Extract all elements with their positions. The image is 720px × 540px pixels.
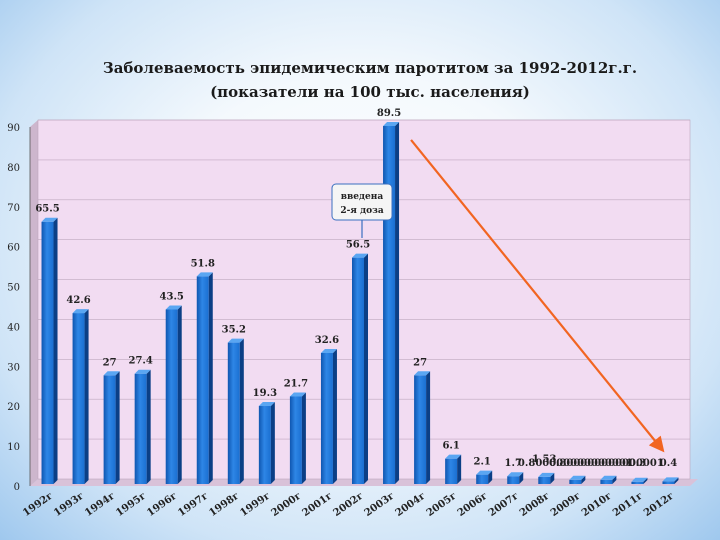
data-label: 0.4	[660, 458, 677, 469]
data-label: 2.1	[473, 457, 490, 468]
bar	[352, 253, 368, 484]
data-label: 43.5	[160, 291, 184, 302]
data-label: 35.2	[222, 325, 246, 336]
bar	[631, 477, 648, 484]
annotation-text-1: введена	[341, 192, 384, 202]
data-label: 56.5	[346, 240, 370, 251]
x-tick-label: 2008г	[518, 490, 552, 518]
bar	[383, 121, 400, 484]
trend-arrow	[410, 139, 665, 453]
data-label: 27	[413, 357, 427, 368]
x-tick-label: 2009г	[549, 490, 583, 518]
data-label: 65.5	[35, 204, 59, 215]
x-tick-label: 2006г	[456, 490, 490, 518]
data-label: 0.800000000000001	[518, 458, 633, 469]
chart-subtitle: (показатели на 100 тыс. населения)	[210, 83, 530, 101]
data-label: 27	[103, 357, 117, 368]
y-tick-label: 50	[7, 283, 20, 294]
bar	[600, 475, 617, 484]
bar	[227, 338, 244, 484]
bar	[445, 454, 462, 484]
annotation-callout: введена 2-я доза	[331, 183, 393, 238]
bar	[41, 217, 58, 484]
bar	[507, 472, 524, 484]
y-tick-label: 20	[7, 402, 20, 413]
bar	[165, 305, 182, 484]
y-axis-ticks: 0 10 20 30 40 50 60 70 80 90	[7, 123, 20, 493]
x-tick-label: 2007г	[487, 490, 521, 518]
x-tick-label: 1992г	[21, 490, 55, 518]
x-tick-label: 1998г	[207, 490, 241, 518]
y-tick-label: 90	[7, 123, 20, 134]
x-tick-label: 2004г	[394, 490, 428, 518]
data-label: 42.6	[66, 295, 90, 306]
x-tick-label: 1996г	[145, 490, 179, 518]
x-tick-label: 2000г	[269, 490, 303, 518]
y-tick-label: 70	[7, 203, 20, 214]
data-label: 32.6	[315, 335, 339, 346]
data-label: 51.8	[191, 258, 215, 269]
bars	[41, 121, 679, 484]
x-tick-label: 2010г	[580, 490, 614, 518]
chart-title: Заболеваемость эпидемическим паротитом з…	[103, 59, 637, 77]
data-label: 19.3	[253, 388, 277, 399]
data-label: 1.53	[532, 454, 556, 465]
bar	[538, 472, 555, 484]
annotation-text-2: 2-я доза	[340, 206, 384, 216]
x-tick-label: 2003г	[363, 490, 397, 518]
bar	[569, 475, 586, 484]
data-label: 0.3	[629, 458, 646, 469]
y-tick-label: 30	[7, 362, 20, 373]
y-tick-label: 0	[14, 482, 20, 493]
data-label: 21.7	[284, 378, 308, 389]
data-label: 0.800000000000001	[549, 458, 664, 469]
y-tick-label: 40	[7, 322, 20, 333]
y-tick-label: 80	[7, 163, 20, 174]
x-tick-label: 1995г	[114, 490, 148, 518]
x-tick-label: 2005г	[425, 490, 459, 518]
bar	[320, 348, 337, 484]
data-label: 6.1	[442, 441, 459, 452]
x-tick-label: 2012г	[642, 490, 676, 518]
x-tick-label: 2002г	[332, 490, 366, 518]
x-tick-label: 1994г	[83, 490, 117, 518]
data-label: 27.4	[128, 356, 152, 367]
data-label: 1.7	[505, 458, 522, 469]
y-tick-label: 10	[7, 442, 20, 453]
x-tick-label: 2001г	[301, 490, 335, 518]
x-tick-label: 1999г	[238, 490, 272, 518]
x-tick-label: 1993г	[52, 490, 86, 518]
bar	[662, 477, 679, 484]
bar	[103, 371, 120, 484]
data-labels: 65.5 42.6 27 27.4 43.5 51.8 35.2 19.3 21.7 32.6 56…	[35, 108, 677, 469]
bar	[134, 369, 151, 484]
bar	[414, 371, 431, 484]
x-tick-label: 2011г	[611, 490, 645, 518]
bar	[72, 309, 89, 484]
x-tick-label: 1997г	[176, 490, 210, 518]
x-axis-ticks: 1992г1993г1994г1995г1996г1997г1998г1999г…	[21, 490, 676, 518]
plot-side-wall	[30, 120, 38, 486]
data-label: 89.5	[377, 108, 401, 119]
y-tick-label: 60	[7, 243, 20, 254]
bar	[258, 402, 275, 484]
bar	[476, 470, 493, 484]
bar	[196, 272, 213, 484]
bar	[289, 392, 306, 484]
